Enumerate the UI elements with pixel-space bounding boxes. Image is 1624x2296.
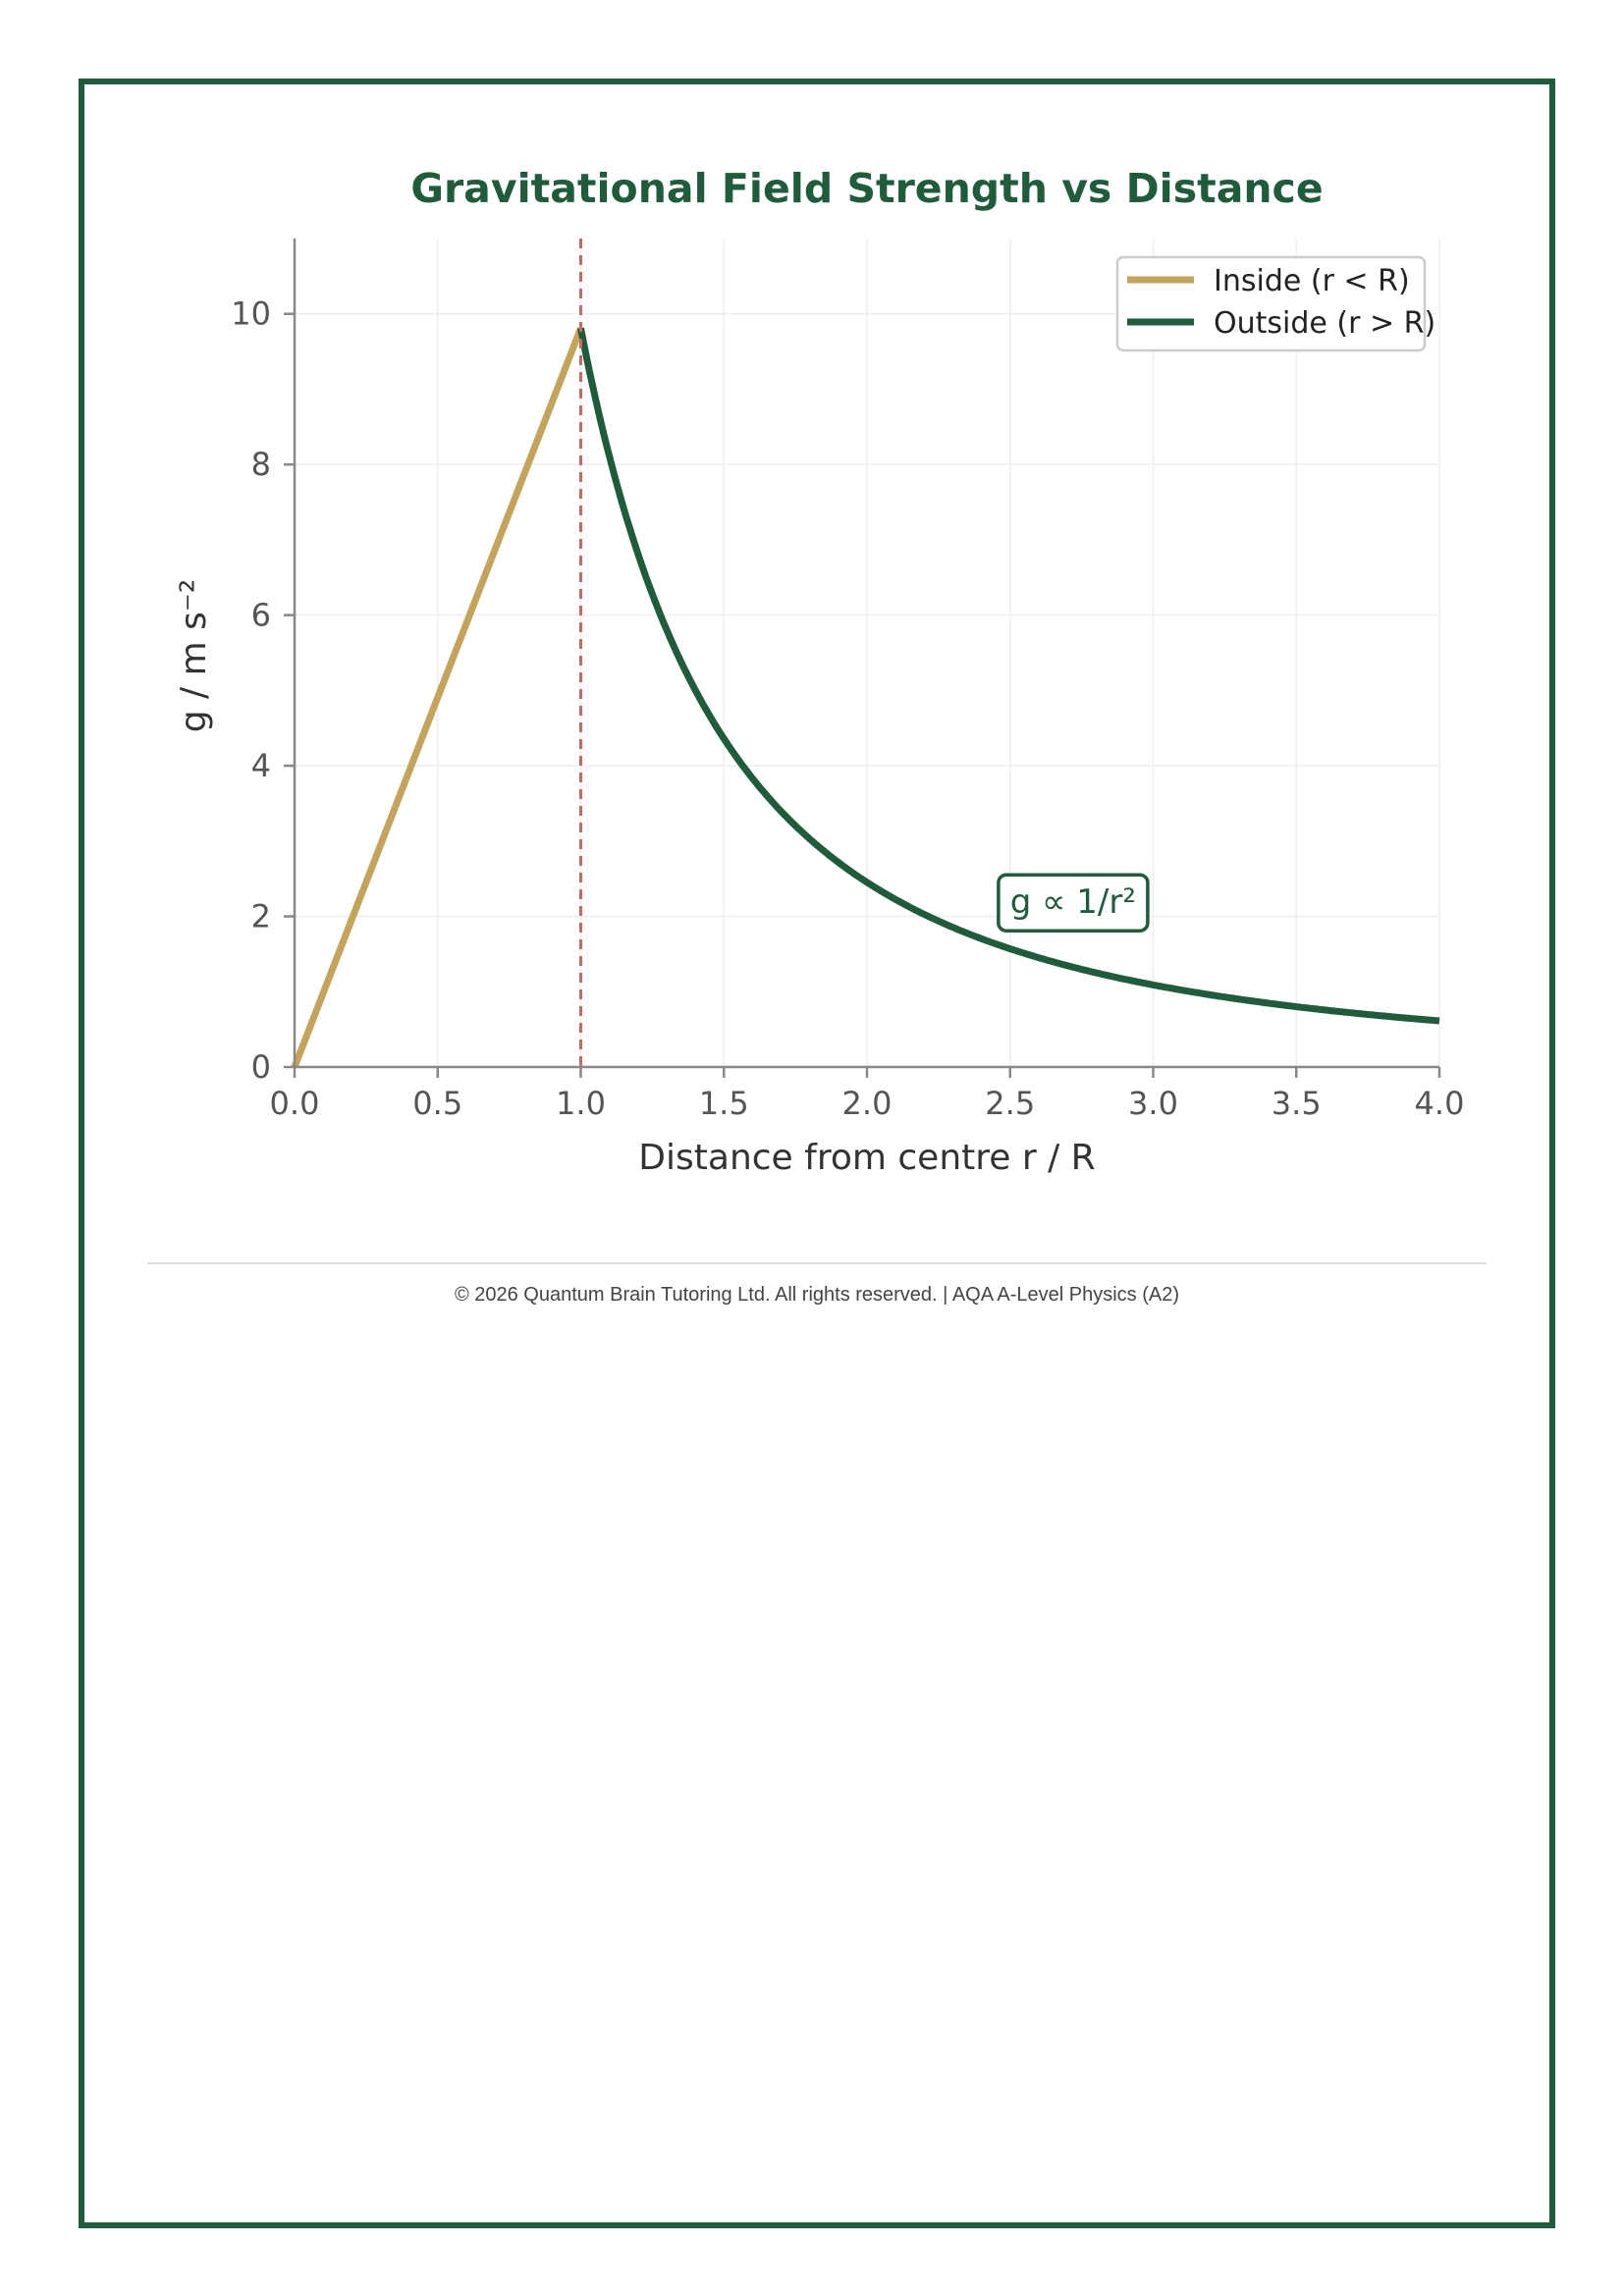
x-tick-label: 0.5	[412, 1085, 462, 1122]
chart-text: 0.0 0.5 1.0 1.5 2.0 2.5 3.0 3.5 4.0 0 2 4 6 8 10 Gravit…	[174, 165, 1464, 1178]
annotation-text: g ∝ 1/r²	[1010, 882, 1136, 922]
x-tick-label: 1.0	[556, 1085, 606, 1122]
y-tick-label: 4	[251, 747, 271, 784]
x-tick-label: 2.5	[985, 1085, 1035, 1122]
legend-box	[1115, 255, 1427, 352]
y-axis-label: g / m s⁻²	[174, 579, 214, 733]
y-tick-label: 10	[231, 295, 271, 333]
x-tick-label: 3.5	[1272, 1085, 1322, 1122]
legend-label: Inside (r < R)	[1214, 264, 1410, 298]
footer-divider	[147, 1262, 1487, 1264]
x-tick-label: 3.0	[1128, 1085, 1178, 1122]
y-tick-label: 6	[251, 597, 271, 634]
series-layer	[291, 239, 1440, 1069]
x-tick-label: 4.0	[1415, 1085, 1465, 1122]
field-strength-chart: 0.0 0.5 1.0 1.5 2.0 2.5 3.0 3.5 4.0 0 2 4 6 8 10 Gravit…	[174, 165, 1464, 1178]
y-tick-label: 2	[251, 898, 271, 935]
axes	[284, 239, 1441, 1078]
grid-lines	[294, 239, 1440, 1068]
chart-title: Gravitational Field Strength vs Distance	[410, 165, 1323, 212]
legend-label: Outside (r > R)	[1214, 306, 1435, 341]
y-tick-label: 8	[251, 446, 271, 483]
series-outside-line	[577, 327, 1440, 1025]
x-axis-label: Distance from centre r / R	[638, 1138, 1095, 1178]
x-tick-label: 0.0	[270, 1085, 320, 1122]
y-tick-label: 0	[251, 1048, 271, 1086]
page-frame	[79, 79, 1555, 2228]
x-tick-label: 2.0	[842, 1085, 893, 1122]
series-inside-line	[291, 327, 584, 1069]
x-tick-label: 1.5	[699, 1085, 749, 1122]
footer-copyright: © 2026 Quantum Brain Tutoring Ltd. All r…	[454, 1284, 1180, 1306]
legend: Inside (r < R) Outside (r > R)	[1115, 255, 1435, 352]
annotation-box	[997, 873, 1150, 933]
